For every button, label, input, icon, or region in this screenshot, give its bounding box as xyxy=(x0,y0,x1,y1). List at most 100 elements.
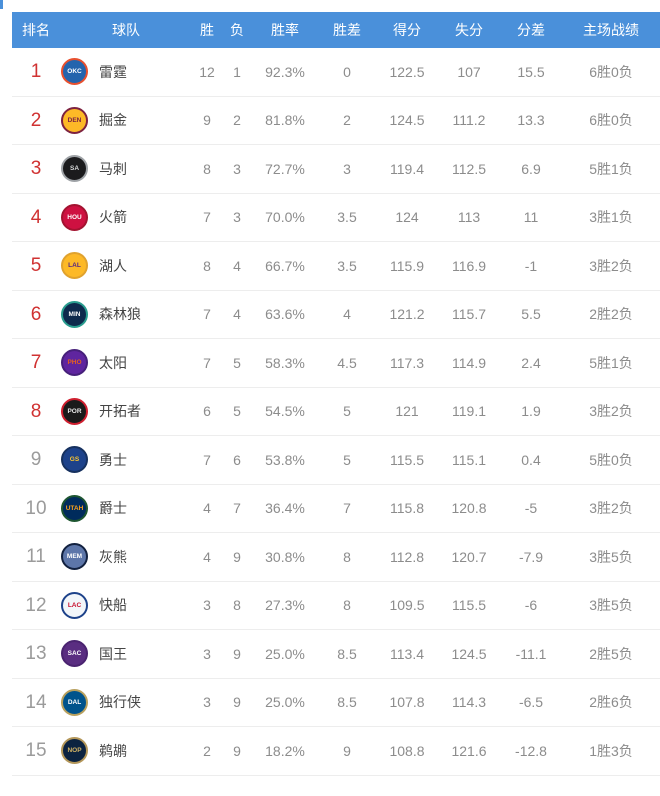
points-against-value: 116.9 xyxy=(452,257,486,274)
rank-value: 1 xyxy=(30,61,42,83)
team-cell[interactable]: SAC 国王 xyxy=(60,640,192,668)
losses-value: 9 xyxy=(233,548,241,565)
team-cell[interactable]: OKC 雷霆 xyxy=(60,58,192,86)
team-cell[interactable]: MEM 灰熊 xyxy=(60,543,192,571)
table-row: 6 MIN 森林狼 7 4 63.6% 4 121.2 115.7 5.5 2胜… xyxy=(12,290,660,339)
points-against-value: 113 xyxy=(457,209,481,226)
games-behind-value: 8.5 xyxy=(337,694,357,711)
point-diff-value: 15.5 xyxy=(517,63,545,80)
games-behind-value: 5 xyxy=(343,403,351,420)
standings-table: 排名 球队 胜 负 胜率 胜差 得分 失分 分差 主场战绩 1 OKC 雷霆 1… xyxy=(12,12,660,776)
wins-value: 8 xyxy=(203,257,211,274)
points-against-value: 107 xyxy=(457,63,481,80)
losses-value: 9 xyxy=(233,645,241,662)
losses-value: 9 xyxy=(233,742,241,759)
points-against-value: 115.7 xyxy=(452,306,486,323)
win-pct-value: 54.5% xyxy=(265,403,305,420)
points-for-value: 122.5 xyxy=(389,63,425,80)
games-behind-value: 5 xyxy=(343,451,351,468)
losses-value: 8 xyxy=(233,597,241,614)
home-record-value: 3胜2负 xyxy=(589,403,633,420)
points-against-value: 111.2 xyxy=(452,112,486,129)
team-cell[interactable]: HOU 火箭 xyxy=(60,203,192,231)
games-behind-value: 8 xyxy=(343,548,351,565)
team-cell[interactable]: LAC 快船 xyxy=(60,591,192,619)
point-diff-value: 1.9 xyxy=(521,403,541,420)
points-for-value: 121 xyxy=(395,403,419,420)
games-behind-value: 9 xyxy=(343,742,351,759)
win-pct-value: 63.6% xyxy=(265,306,305,323)
win-pct-value: 36.4% xyxy=(265,500,305,517)
team-name: 雷霆 xyxy=(99,63,127,80)
point-diff-value: -11.1 xyxy=(515,645,547,662)
standings-body: 1 OKC 雷霆 12 1 92.3% 0 122.5 107 15.5 6胜0… xyxy=(12,48,660,776)
point-diff-value: -6 xyxy=(524,597,538,614)
points-against-value: 120.7 xyxy=(451,548,487,565)
point-diff-value: -1 xyxy=(524,257,538,274)
team-name: 鹈鹕 xyxy=(99,742,127,759)
home-record-value: 6胜0负 xyxy=(589,63,633,80)
team-logo-icon: UTAH xyxy=(61,494,88,522)
team-name: 马刺 xyxy=(99,160,127,177)
points-for-value: 115.9 xyxy=(390,257,424,274)
table-row: 12 LAC 快船 3 8 27.3% 8 109.5 115.5 -6 3胜5… xyxy=(12,581,660,630)
games-behind-value: 4.5 xyxy=(337,354,357,371)
wins-value: 4 xyxy=(203,548,211,565)
team-cell[interactable]: DAL 独行侠 xyxy=(60,688,192,716)
losses-value: 6 xyxy=(233,451,241,468)
home-record-value: 6胜0负 xyxy=(589,112,633,129)
rank-value: 8 xyxy=(30,400,42,422)
team-cell[interactable]: GS 勇士 xyxy=(60,446,192,474)
points-against-value: 114.3 xyxy=(452,694,486,711)
losses-value: 7 xyxy=(233,500,241,517)
home-record-value: 3胜5负 xyxy=(589,597,633,614)
team-cell[interactable]: PHO 太阳 xyxy=(60,349,192,377)
team-cell[interactable]: UTAH 爵士 xyxy=(60,494,192,522)
table-row: 2 DEN 掘金 9 2 81.8% 2 124.5 111.2 13.3 6胜… xyxy=(12,96,660,145)
team-cell[interactable]: SA 马刺 xyxy=(60,155,192,183)
wins-value: 7 xyxy=(203,306,211,323)
rank-value: 2 xyxy=(30,109,42,131)
points-for-value: 109.5 xyxy=(389,597,425,614)
point-diff-value: -7.9 xyxy=(518,548,544,565)
header-cell-losses: 负 xyxy=(230,22,244,38)
header-cell-team: 球队 xyxy=(112,22,140,38)
header-cell-points-against: 失分 xyxy=(455,22,483,38)
team-cell[interactable]: NOP 鹈鹕 xyxy=(60,737,192,765)
table-row: 4 HOU 火箭 7 3 70.0% 3.5 124 113 11 3胜1负 xyxy=(12,193,660,242)
games-behind-value: 7 xyxy=(343,500,351,517)
team-logo-icon: SA xyxy=(61,155,88,183)
points-for-value: 112.8 xyxy=(390,548,424,565)
points-for-value: 124 xyxy=(395,209,419,226)
win-pct-value: 72.7% xyxy=(265,160,305,177)
wins-value: 2 xyxy=(203,742,211,759)
losses-value: 9 xyxy=(233,694,241,711)
team-cell[interactable]: POR 开拓者 xyxy=(60,397,192,425)
team-name: 湖人 xyxy=(99,257,127,274)
home-record-value: 3胜5负 xyxy=(589,548,633,565)
team-logo-icon: LAL xyxy=(61,252,88,280)
team-name: 爵士 xyxy=(99,500,127,517)
page-corner-artifact xyxy=(0,0,3,9)
team-cell[interactable]: MIN 森林狼 xyxy=(60,300,192,328)
points-for-value: 117.3 xyxy=(390,354,424,371)
games-behind-value: 3 xyxy=(343,160,351,177)
home-record-value: 3胜2负 xyxy=(589,500,633,517)
win-pct-value: 92.3% xyxy=(265,63,305,80)
rank-value: 10 xyxy=(25,497,47,519)
header-cell-points-for: 得分 xyxy=(393,22,421,38)
table-row: 9 GS 勇士 7 6 53.8% 5 115.5 115.1 0.4 5胜0负 xyxy=(12,436,660,485)
point-diff-value: -12.8 xyxy=(515,742,547,759)
table-row: 3 SA 马刺 8 3 72.7% 3 119.4 112.5 6.9 5胜1负 xyxy=(12,145,660,194)
wins-value: 12 xyxy=(199,63,215,80)
win-pct-value: 18.2% xyxy=(265,742,305,759)
header-cell-games-behind: 胜差 xyxy=(333,22,361,38)
points-for-value: 124.5 xyxy=(389,112,425,129)
rank-value: 14 xyxy=(25,691,47,713)
home-record-value: 5胜1负 xyxy=(589,160,633,177)
team-cell[interactable]: LAL 湖人 xyxy=(60,252,192,280)
home-record-value: 2胜2负 xyxy=(589,306,633,323)
win-pct-value: 25.0% xyxy=(265,645,305,662)
team-cell[interactable]: DEN 掘金 xyxy=(60,106,192,134)
table-header: 排名 球队 胜 负 胜率 胜差 得分 失分 分差 主场战绩 xyxy=(12,12,660,48)
